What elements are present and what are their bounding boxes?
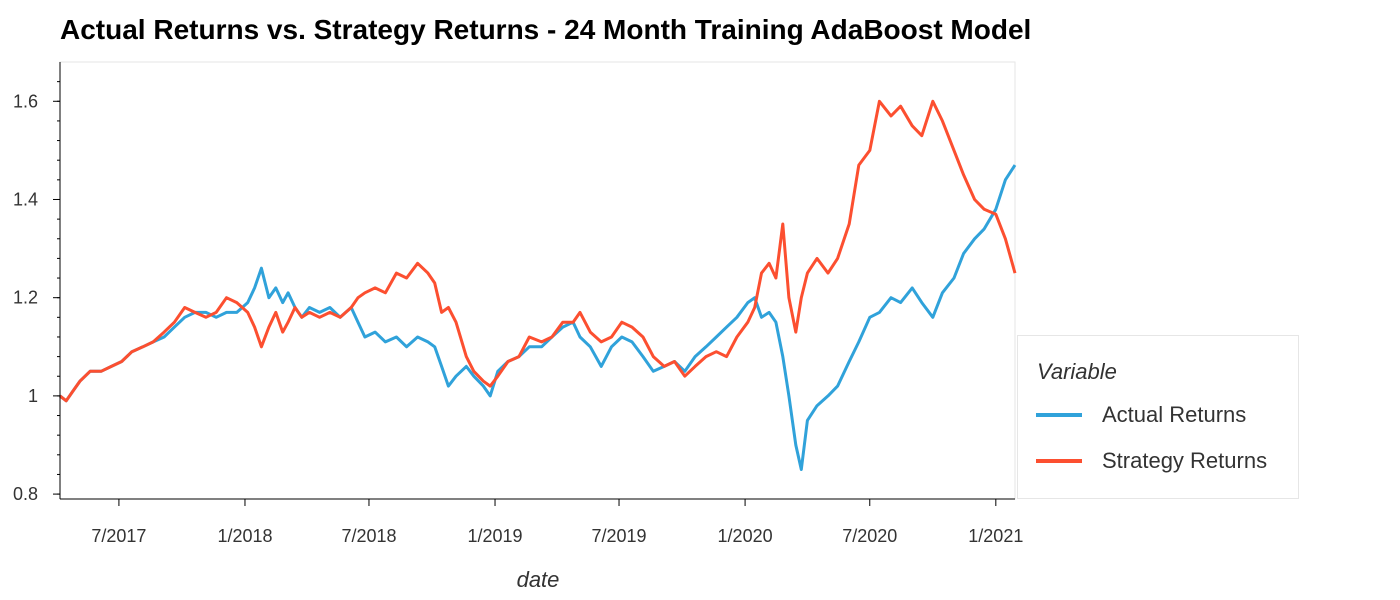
legend-swatch-strategy-returns <box>1036 459 1082 463</box>
y-tick-label: 0.8 <box>13 484 38 504</box>
x-tick-label: 7/2018 <box>341 526 396 546</box>
legend-label-strategy-returns: Strategy Returns <box>1102 448 1268 473</box>
legend-swatch-actual-returns <box>1036 413 1082 417</box>
series-line-strategy-returns <box>59 99 1017 403</box>
series-layer <box>59 99 1017 471</box>
x-tick-label: 1/2021 <box>968 526 1023 546</box>
legend-label-actual-returns: Actual Returns <box>1102 402 1247 427</box>
legend-title: Variable <box>1037 359 1117 384</box>
x-tick-label: 7/2017 <box>91 526 146 546</box>
chart-title: Actual Returns vs. Strategy Returns - 24… <box>60 14 1032 45</box>
x-tick-label: 1/2020 <box>718 526 773 546</box>
x-tick-label: 1/2019 <box>467 526 522 546</box>
legend-item-actual-returns[interactable]: Actual Returns <box>1036 400 1246 430</box>
plot-frame <box>59 61 1016 500</box>
y-axis-ticks: 0.8 1 1.2 1.4 1.6 <box>13 81 60 504</box>
x-tick-label: 7/2019 <box>591 526 646 546</box>
x-axis-ticks: 7/2017 1/2018 7/2018 1/2019 7/2019 1/2020 7/20… <box>91 499 1023 546</box>
legend-item-strategy-returns[interactable]: Strategy Returns <box>1036 446 1267 476</box>
y-tick-label: 1.4 <box>13 189 38 209</box>
x-axis-label: date <box>517 567 560 592</box>
x-tick-label: 1/2018 <box>217 526 272 546</box>
y-tick-label: 1.2 <box>13 288 38 308</box>
y-tick-label: 1.6 <box>13 91 38 111</box>
y-tick-label: 1 <box>28 386 38 406</box>
legend: Variable Actual Returns Strategy Returns <box>1017 335 1299 499</box>
x-tick-label: 7/2020 <box>842 526 897 546</box>
